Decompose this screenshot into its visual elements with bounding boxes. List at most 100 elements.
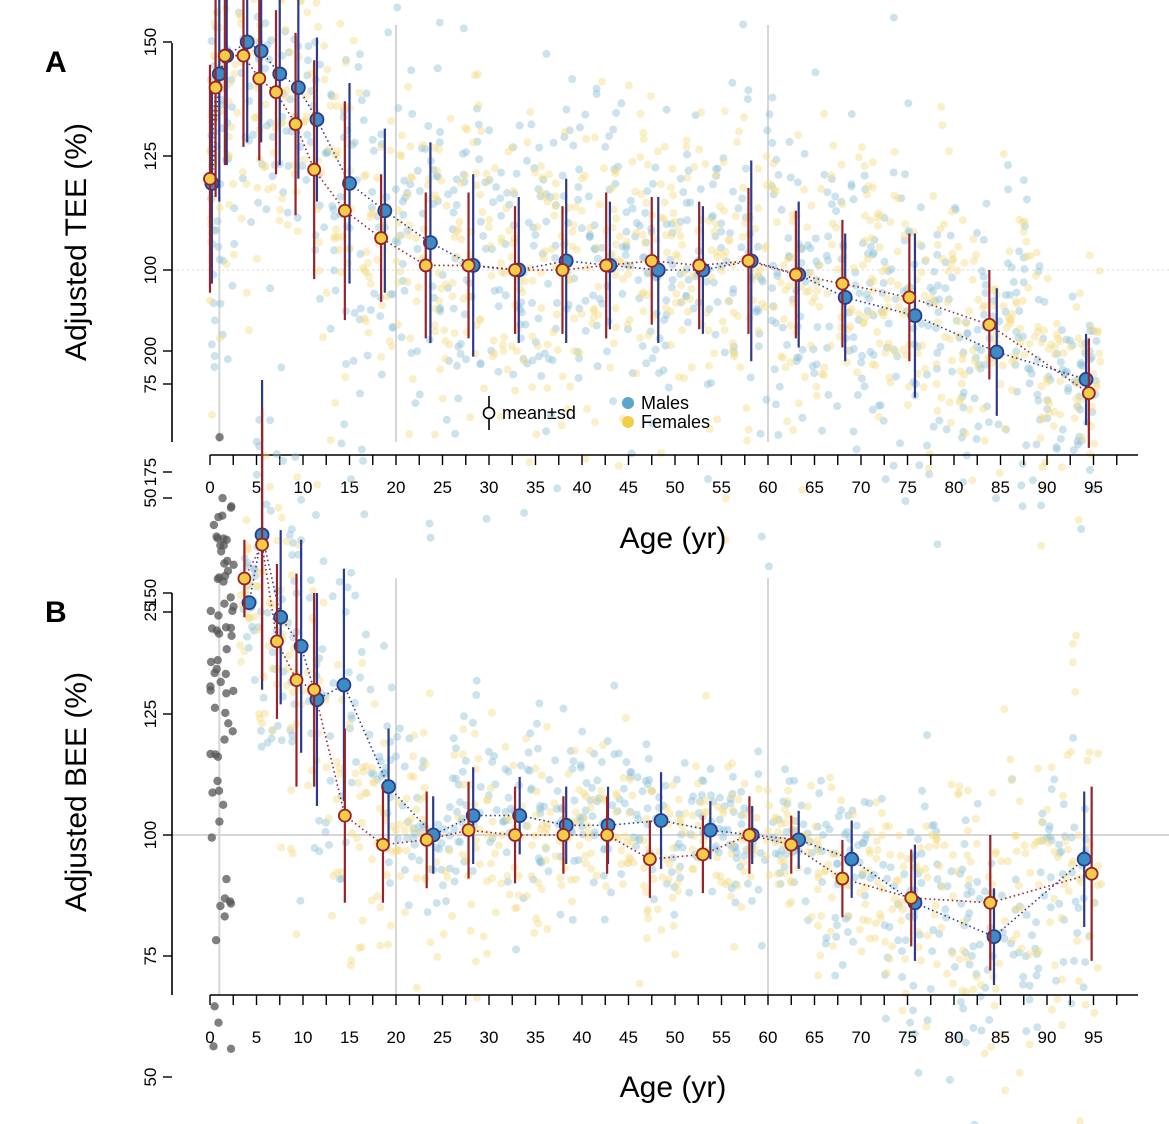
individual-point	[311, 75, 320, 84]
individual-point	[793, 178, 802, 187]
individual-point	[671, 217, 680, 226]
individual-point	[991, 850, 1000, 859]
mean-marker	[983, 895, 998, 910]
individual-point	[694, 821, 703, 830]
individual-point	[900, 870, 909, 879]
individual-point	[541, 829, 550, 838]
individual-point	[229, 180, 238, 189]
individual-point	[977, 981, 986, 989]
individual-point	[706, 764, 715, 773]
individual-point	[874, 221, 882, 230]
individual-point	[1037, 817, 1046, 826]
individual-point	[963, 329, 972, 338]
individual-point	[1059, 791, 1067, 800]
individual-point	[487, 859, 495, 868]
individual-point	[867, 233, 876, 242]
individual-point	[787, 898, 796, 906]
individual-point	[504, 767, 513, 776]
individual-point	[343, 583, 352, 592]
individual-point	[267, 734, 276, 743]
individual-point	[719, 158, 728, 167]
individual-point	[1022, 195, 1031, 204]
individual-point	[914, 1068, 923, 1077]
individual-point	[817, 776, 825, 785]
individual-point	[1047, 836, 1056, 845]
individual-point	[377, 140, 386, 149]
individual-point	[211, 226, 220, 235]
panel-a-axes: 2550751001251501752000510152025303540455…	[141, 28, 1138, 621]
individual-point	[1033, 950, 1041, 959]
individual-point	[814, 869, 823, 878]
individual-point	[659, 366, 668, 375]
individual-point	[577, 309, 586, 318]
individual-point	[1071, 687, 1080, 696]
individual-point	[833, 921, 841, 930]
individual-point	[1068, 639, 1077, 648]
individual-point	[362, 630, 370, 639]
individual-point	[790, 776, 799, 785]
individual-point	[590, 795, 599, 804]
individual-point	[551, 324, 560, 333]
individual-point	[421, 144, 430, 153]
individual-point	[963, 914, 972, 923]
individual-point	[965, 307, 973, 315]
individual-point	[834, 812, 843, 821]
individual-point	[674, 224, 682, 233]
individual-point	[928, 294, 936, 303]
individual-point	[828, 941, 837, 950]
individual-point	[1076, 1116, 1084, 1124]
individual-point	[685, 294, 694, 303]
individual-point	[963, 890, 972, 899]
individual-point	[486, 838, 495, 847]
individual-point	[995, 959, 1004, 968]
individual-point	[258, 719, 266, 728]
individual-point	[632, 842, 640, 851]
individual-point	[1043, 396, 1052, 405]
individual-point	[909, 227, 918, 236]
individual-point	[356, 673, 365, 682]
individual-point	[259, 673, 268, 682]
individual-point	[889, 13, 898, 22]
individual-point	[954, 788, 963, 797]
individual-point	[415, 390, 424, 399]
individual-point	[644, 844, 653, 853]
individual-point	[487, 245, 496, 253]
individual-point	[249, 0, 258, 4]
individual-point	[701, 691, 710, 700]
individual-point	[677, 281, 686, 290]
individual-point	[509, 370, 518, 379]
individual-point	[895, 831, 904, 840]
individual-point	[497, 234, 506, 243]
individual-point	[903, 855, 912, 864]
individual-point	[470, 800, 479, 809]
individual-point	[846, 322, 855, 331]
individual-point	[448, 912, 457, 921]
individual-point	[962, 318, 970, 327]
neonate-point	[212, 532, 221, 541]
individual-point	[612, 792, 621, 801]
individual-point	[435, 18, 444, 27]
individual-point	[926, 984, 935, 993]
individual-point	[606, 888, 615, 897]
individual-point	[1015, 307, 1024, 316]
individual-point	[900, 236, 909, 245]
individual-point	[937, 393, 946, 402]
individual-point	[920, 802, 929, 811]
mean-marker	[237, 571, 252, 586]
x-tick-label: 50	[666, 1028, 685, 1047]
individual-point	[639, 135, 648, 144]
individual-point	[1050, 894, 1059, 903]
individual-point	[638, 787, 647, 796]
individual-point	[717, 243, 726, 252]
individual-point	[1044, 838, 1053, 847]
individual-point	[890, 191, 899, 200]
individual-point	[579, 813, 588, 822]
legend-females-label: Females	[641, 412, 710, 432]
individual-point	[965, 366, 974, 375]
individual-point	[475, 315, 484, 324]
individual-point	[1056, 337, 1065, 346]
individual-point	[405, 734, 414, 743]
individual-point	[943, 882, 952, 891]
individual-point	[860, 236, 869, 245]
individual-point	[769, 185, 778, 194]
